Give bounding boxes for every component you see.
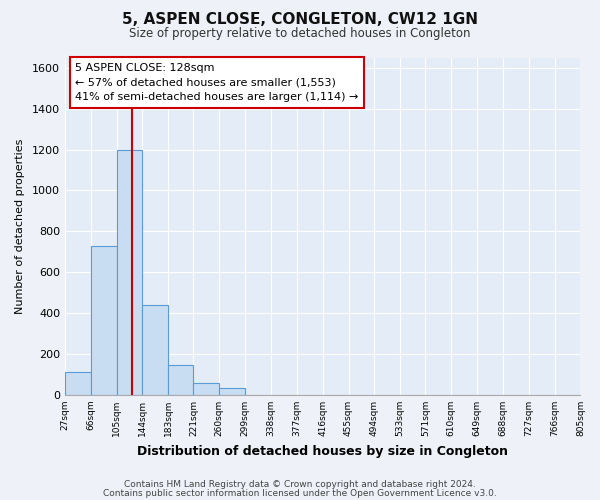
Text: Size of property relative to detached houses in Congleton: Size of property relative to detached ho… [129,28,471,40]
Text: 5, ASPEN CLOSE, CONGLETON, CW12 1GN: 5, ASPEN CLOSE, CONGLETON, CW12 1GN [122,12,478,28]
Bar [142,305,169,395]
Bar [193,382,220,395]
Bar [65,372,91,395]
Bar [91,246,116,395]
Y-axis label: Number of detached properties: Number of detached properties [15,138,25,314]
Bar [116,150,142,395]
Bar [169,366,193,395]
Text: Contains HM Land Registry data © Crown copyright and database right 2024.: Contains HM Land Registry data © Crown c… [124,480,476,489]
Bar [220,388,245,395]
Text: Contains public sector information licensed under the Open Government Licence v3: Contains public sector information licen… [103,488,497,498]
Text: 5 ASPEN CLOSE: 128sqm
← 57% of detached houses are smaller (1,553)
41% of semi-d: 5 ASPEN CLOSE: 128sqm ← 57% of detached … [75,62,359,102]
X-axis label: Distribution of detached houses by size in Congleton: Distribution of detached houses by size … [137,444,508,458]
